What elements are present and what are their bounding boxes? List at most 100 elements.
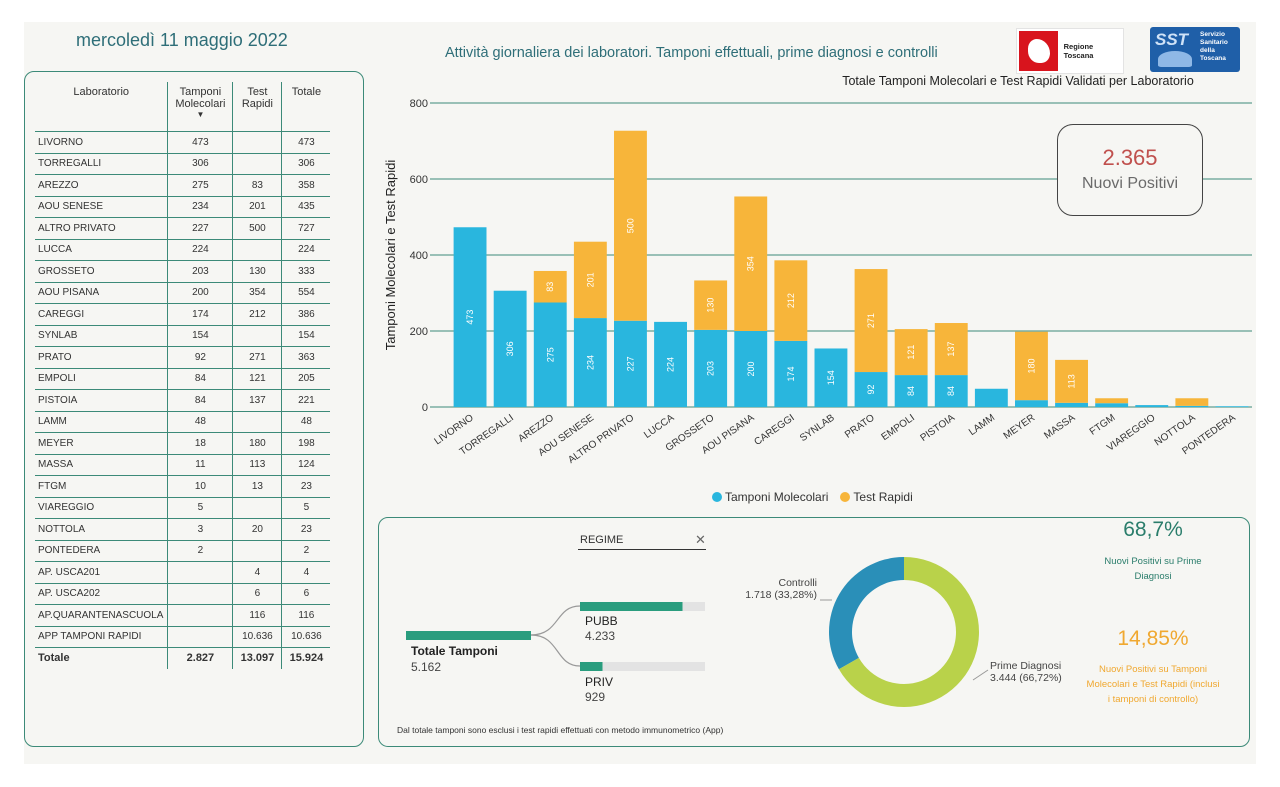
bar-molecolari[interactable] <box>1095 403 1129 407</box>
header-tamponi-molecolari[interactable]: Tamponi Molecolari ▼ <box>167 82 233 132</box>
bar-value-label: 227 <box>625 356 635 371</box>
cell-molecolari: 2 <box>167 540 233 562</box>
bar-molecolari[interactable] <box>734 331 768 407</box>
table-row[interactable]: PISTOIA 84 137 221 <box>35 389 331 412</box>
bar-molecolari[interactable] <box>934 375 968 407</box>
bar-molecolari[interactable] <box>1175 405 1209 407</box>
header-test-rapidi[interactable]: Test Rapidi <box>232 82 282 132</box>
table-row[interactable]: FTGM 10 13 23 <box>35 475 331 498</box>
donut-label-controlli: Controlli 1.718 (33,28%) <box>745 577 817 601</box>
bar-rapidi[interactable] <box>734 196 768 331</box>
table-row[interactable]: TORREGALLI 306 306 <box>35 153 331 175</box>
bar-molecolari[interactable] <box>894 375 928 407</box>
bar-value-label: 121 <box>906 345 916 360</box>
pubb-bar[interactable] <box>580 602 683 611</box>
bar-value-label: 137 <box>946 342 956 357</box>
bar-rapidi[interactable] <box>533 270 567 303</box>
table-row[interactable]: CAREGGI 174 212 386 <box>35 303 331 326</box>
pct-prime-diagnosi-desc: Nuovi Positivi su Prime Diagnosi <box>1104 556 1202 582</box>
legend-item-molecolari[interactable]: Tamponi Molecolari <box>712 490 828 504</box>
bar-rapidi[interactable] <box>1015 331 1048 401</box>
header-totale[interactable]: Totale <box>281 82 331 132</box>
legend-item-rapidi[interactable]: Test Rapidi <box>840 490 913 504</box>
header-laboratorio[interactable]: Laboratorio <box>35 82 168 132</box>
cell-totale: 4 <box>281 561 331 584</box>
cell-totale: 6 <box>281 583 331 605</box>
regione-toscana-logo: Regione Toscana <box>1016 28 1124 74</box>
table-row[interactable]: AP. USCA201 4 4 <box>35 561 331 584</box>
bar-molecolari[interactable] <box>814 348 848 407</box>
close-icon[interactable]: ✕ <box>695 532 706 547</box>
table-row[interactable]: SYNLAB 154 154 <box>35 325 331 347</box>
cell-molecolari: 306 <box>167 153 233 175</box>
bar-rapidi[interactable] <box>1095 398 1129 404</box>
table-row[interactable]: AOU PISANA 200 354 554 <box>35 282 331 304</box>
cell-totale: 116 <box>281 604 331 627</box>
cell-molecolari <box>167 583 233 605</box>
bar-rapidi[interactable] <box>614 130 647 321</box>
table-row[interactable]: LUCCA 224 224 <box>35 239 331 261</box>
table-row[interactable]: PONTEDERA 2 2 <box>35 540 331 562</box>
bar-molecolari[interactable] <box>694 329 728 407</box>
table-row[interactable]: LAMM 48 48 <box>35 411 331 433</box>
donut-slice-controlli[interactable] <box>829 557 904 670</box>
table-row[interactable]: APP TAMPONI RAPIDI 10.636 10.636 <box>35 626 331 648</box>
cell-laboratorio: MASSA <box>35 454 168 476</box>
cell-totale: 333 <box>281 260 331 283</box>
regime-decomposition-tree <box>406 602 705 671</box>
y-tick-label: 0 <box>422 402 428 414</box>
bar-value-label: 473 <box>465 310 475 325</box>
table-row[interactable]: LIVORNO 473 473 <box>35 131 331 154</box>
bar-rapidi[interactable] <box>1055 359 1088 403</box>
x-tick-label: MEYER <box>1002 412 1037 441</box>
bar-rapidi[interactable] <box>934 323 968 376</box>
bar-rapidi[interactable] <box>774 260 808 341</box>
table-row[interactable]: EMPOLI 84 121 205 <box>35 368 331 390</box>
bar-molecolari[interactable] <box>453 227 487 407</box>
table-row[interactable]: NOTTOLA 3 20 23 <box>35 518 331 541</box>
cell-laboratorio: PISTOIA <box>35 389 168 412</box>
cell-rapidi: 6 <box>232 583 282 605</box>
table-row[interactable]: PRATO 92 271 363 <box>35 346 331 369</box>
pubb-label[interactable]: PUBB <box>585 614 618 628</box>
table-row[interactable]: MEYER 18 180 198 <box>35 432 331 455</box>
bar-molecolari[interactable] <box>1055 402 1088 407</box>
bar-rapidi[interactable] <box>694 280 728 330</box>
donut-slice-prime-diagnosi[interactable] <box>838 557 980 707</box>
cell-rapidi: 13 <box>232 475 282 498</box>
chart-legend: Tamponi Molecolari Test Rapidi <box>712 490 913 504</box>
bar-molecolari[interactable] <box>573 318 607 407</box>
bar-molecolari[interactable] <box>1135 405 1169 407</box>
table-row[interactable]: GROSSETO 203 130 333 <box>35 260 331 283</box>
bar-molecolari[interactable] <box>854 372 888 407</box>
table-row[interactable]: AREZZO 275 83 358 <box>35 174 331 197</box>
bar-molecolari[interactable] <box>493 290 527 407</box>
cell-laboratorio: AREZZO <box>35 174 168 197</box>
table-row[interactable]: AP. USCA202 6 6 <box>35 583 331 605</box>
pct-tamponi-value: 14,85% <box>1117 627 1189 650</box>
cell-totale: 10.636 <box>281 626 331 648</box>
bar-rapidi[interactable] <box>1175 398 1209 406</box>
regime-filter-label[interactable]: REGIME <box>580 534 624 546</box>
bar-molecolari[interactable] <box>974 388 1008 407</box>
priv-label[interactable]: PRIV <box>585 675 614 689</box>
bar-molecolari[interactable] <box>654 321 687 407</box>
table-row[interactable]: AP.QUARANTENASCUOLA 116 116 <box>35 604 331 627</box>
bar-molecolari[interactable] <box>1015 400 1048 407</box>
table-row[interactable]: ALTRO PRIVATO 227 500 727 <box>35 217 331 240</box>
bar-rapidi[interactable] <box>854 269 888 373</box>
bar-molecolari[interactable] <box>1215 406 1249 407</box>
priv-bar[interactable] <box>580 662 603 671</box>
bar-molecolari[interactable] <box>774 340 808 407</box>
table-row[interactable]: AOU SENESE 234 201 435 <box>35 196 331 218</box>
bar-rapidi[interactable] <box>573 241 607 319</box>
total-totale: 15.924 <box>281 647 331 669</box>
cell-totale: 23 <box>281 518 331 541</box>
table-row[interactable]: VIAREGGIO 5 5 <box>35 497 331 519</box>
cell-molecolari: 18 <box>167 432 233 455</box>
bar-rapidi[interactable] <box>894 329 928 376</box>
table-row[interactable]: MASSA 11 113 124 <box>35 454 331 476</box>
bar-molecolari[interactable] <box>614 320 647 407</box>
bar-molecolari[interactable] <box>533 302 567 408</box>
totale-tamponi-bar[interactable] <box>406 631 531 640</box>
